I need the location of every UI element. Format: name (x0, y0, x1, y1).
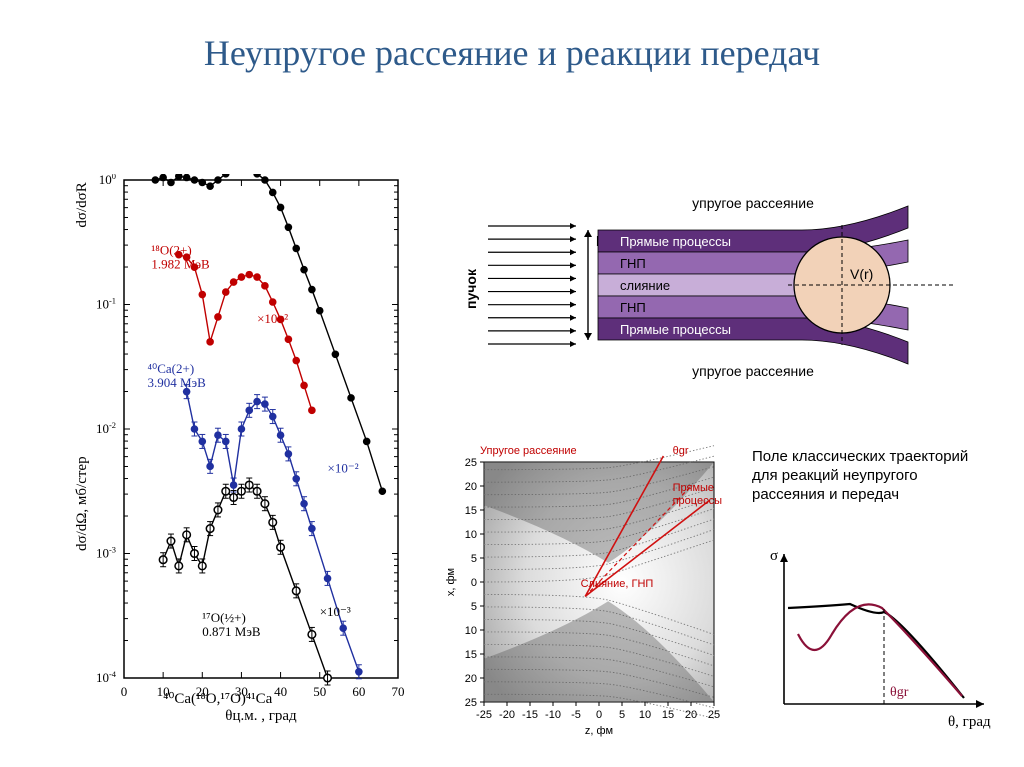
svg-text:25: 25 (465, 697, 477, 709)
svg-text:ГНП: ГНП (620, 300, 646, 315)
svg-text:Прямые процессы: Прямые процессы (620, 234, 731, 249)
svg-text:упругое рассеяние: упругое рассеяние (692, 195, 814, 211)
svg-text:θgr: θgr (673, 445, 689, 457)
svg-text:100: 100 (99, 174, 116, 187)
svg-text:×10⁻²: ×10⁻² (328, 461, 359, 476)
trajectory-field-plot: -25 -20 -15 -10 -5 0 5 10 15 20 25 25 20 15 10 5 0 5 10 15 2… (440, 434, 740, 744)
reaction-channels-diagram: упругое рассеяниеупругое рассеяниепучокb… (458, 178, 978, 398)
svg-text:Прямые процессы: Прямые процессы (620, 322, 731, 337)
svg-text:θgr: θgr (890, 685, 909, 700)
svg-text:20: 20 (465, 481, 477, 493)
svg-text:3.904 МэВ: 3.904 МэВ (147, 375, 206, 390)
svg-text:Упругое рассеяние: Упругое рассеяние (480, 445, 577, 457)
svg-text:20: 20 (685, 709, 697, 721)
svg-text:Слияние, ГНП: Слияние, ГНП (581, 578, 654, 590)
svg-text:0: 0 (471, 577, 477, 589)
svg-text:5: 5 (619, 709, 625, 721)
svg-text:dσ/dΩ, мб/стер: dσ/dΩ, мб/стер (74, 456, 90, 551)
svg-text:z, фм: z, фм (585, 725, 613, 737)
sigma-schematic: σ θ, град θgr (750, 534, 1000, 734)
svg-text:1.982 МэВ: 1.982 МэВ (151, 257, 210, 272)
svg-text:θ, град: θ, град (948, 714, 991, 730)
page-title: Неупругое рассеяние и реакции передач (0, 0, 1024, 74)
svg-text:-10: -10 (545, 709, 561, 721)
svg-text:25: 25 (708, 709, 720, 721)
svg-text:x, фм: x, фм (445, 568, 457, 596)
svg-text:0: 0 (121, 684, 128, 699)
svg-text:-15: -15 (522, 709, 538, 721)
svg-text:×10⁻³: ×10⁻³ (320, 604, 351, 619)
svg-text:¹⁷O(½+): ¹⁷O(½+) (202, 610, 246, 625)
svg-text:⁴⁰Ca(2+): ⁴⁰Ca(2+) (147, 361, 194, 376)
svg-text:0.871 МэВ: 0.871 МэВ (202, 624, 261, 639)
svg-text:-20: -20 (499, 709, 515, 721)
svg-text:dσ/dσR: dσ/dσR (74, 182, 90, 227)
svg-text:15: 15 (662, 709, 674, 721)
svg-text:-5: -5 (571, 709, 581, 721)
svg-text:5: 5 (471, 553, 477, 565)
svg-text:-25: -25 (476, 709, 492, 721)
svg-text:10-3: 10-3 (96, 545, 116, 561)
svg-text:σ: σ (770, 548, 778, 564)
svg-text:упругое рассеяние: упругое рассеяние (692, 363, 814, 379)
svg-text:θц.м. , град: θц.м. , град (225, 708, 297, 724)
svg-text:5: 5 (471, 601, 477, 613)
svg-text:¹⁸O(2+): ¹⁸O(2+) (151, 243, 191, 258)
svg-text:10: 10 (465, 625, 477, 637)
svg-text:слияние: слияние (620, 278, 670, 293)
svg-text:пучок: пучок (463, 268, 479, 309)
svg-text:10-4: 10-4 (96, 669, 117, 685)
svg-text:0: 0 (596, 709, 602, 721)
svg-text:10: 10 (639, 709, 651, 721)
svg-text:15: 15 (465, 649, 477, 661)
svg-text:15: 15 (465, 505, 477, 517)
cross-section-chart: 01020304050607010-410-310-210-1100θц.м. … (68, 174, 418, 734)
svg-text:10: 10 (465, 529, 477, 541)
svg-text:10-2: 10-2 (96, 420, 116, 436)
svg-text:V(r): V(r) (850, 266, 873, 282)
svg-text:×10⁻²: ×10⁻² (257, 311, 288, 326)
content-area: 01020304050607010-410-310-210-1100θц.м. … (0, 74, 1024, 754)
svg-text:Прямые: Прямые (673, 482, 714, 494)
svg-text:40: 40 (274, 684, 287, 699)
svg-text:процессы: процессы (673, 495, 722, 507)
trajectory-caption: Поле классических траекторий для реакций… (752, 448, 992, 504)
svg-text:60: 60 (352, 684, 365, 699)
svg-text:⁴⁰Ca(¹⁸O,¹⁷O)⁴¹Ca: ⁴⁰Ca(¹⁸O,¹⁷O)⁴¹Ca (163, 691, 272, 707)
svg-text:70: 70 (392, 684, 405, 699)
svg-text:20: 20 (465, 673, 477, 685)
svg-text:25: 25 (465, 457, 477, 469)
svg-text:10-1: 10-1 (96, 296, 116, 312)
svg-text:ГНП: ГНП (620, 256, 646, 271)
svg-text:50: 50 (313, 684, 326, 699)
